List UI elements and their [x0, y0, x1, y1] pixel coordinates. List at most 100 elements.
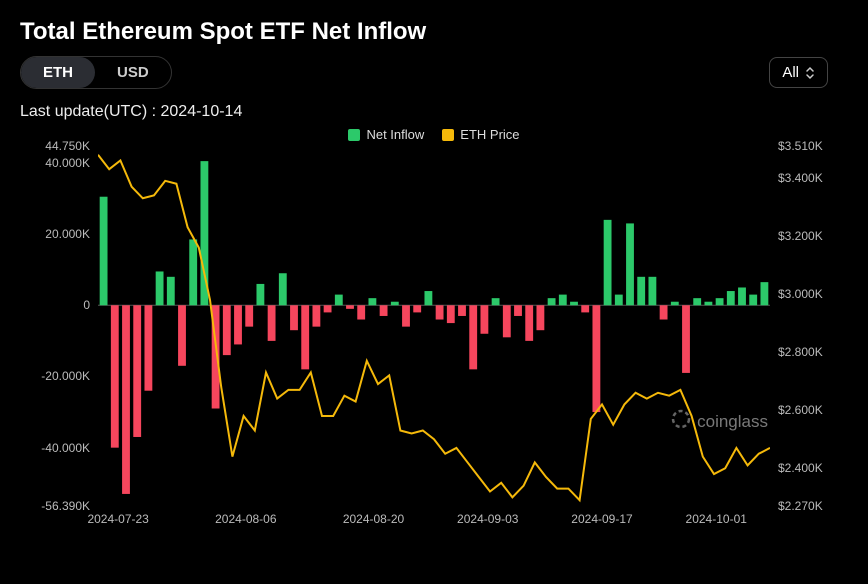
- bar: [324, 305, 332, 312]
- x-tick: 2024-08-06: [215, 512, 276, 526]
- last-update: Last update(UTC) : 2024-10-14: [0, 97, 868, 121]
- bar: [256, 284, 264, 305]
- bar: [492, 298, 500, 305]
- bar: [503, 305, 511, 337]
- bar: [604, 220, 612, 305]
- x-tick: 2024-09-17: [571, 512, 632, 526]
- y-right-tick: $3.200K: [778, 229, 848, 243]
- x-axis: 2024-07-232024-08-062024-08-202024-09-03…: [98, 506, 770, 536]
- bar: [346, 305, 354, 309]
- y-right-tick: $2.800K: [778, 345, 848, 359]
- bar: [480, 305, 488, 333]
- coinglass-icon: [671, 409, 691, 434]
- bar: [144, 305, 152, 390]
- bar: [514, 305, 522, 316]
- chevron-updown-icon: [805, 66, 815, 80]
- y-axis-left: -56.390K-40.000K-20.000K020.000K40.000K4…: [20, 146, 90, 506]
- y-right-tick: $3.400K: [778, 171, 848, 185]
- legend-label-eth-price: ETH Price: [460, 127, 519, 142]
- y-axis-right: $2.270K$2.400K$2.600K$2.800K$3.000K$3.20…: [778, 146, 848, 506]
- bar: [704, 302, 712, 306]
- y-right-tick: $2.400K: [778, 461, 848, 475]
- y-left-tick: -56.390K: [20, 499, 90, 513]
- bar: [290, 305, 298, 330]
- eth-price-line: [98, 155, 770, 500]
- watermark: coinglass: [671, 409, 768, 434]
- bar: [738, 287, 746, 305]
- bar: [234, 305, 242, 344]
- bar: [559, 295, 567, 306]
- currency-eth[interactable]: ETH: [21, 57, 95, 88]
- y-left-tick: 44.750K: [20, 139, 90, 153]
- swatch-eth-price: [442, 129, 454, 141]
- bar: [402, 305, 410, 326]
- bar: [592, 305, 600, 412]
- bar: [648, 277, 656, 305]
- y-left-tick: 0: [20, 298, 90, 312]
- y-left-tick: 40.000K: [20, 156, 90, 170]
- plot-area: [98, 146, 770, 506]
- bar: [536, 305, 544, 330]
- legend-net-inflow[interactable]: Net Inflow: [348, 127, 424, 142]
- legend-label-net-inflow: Net Inflow: [366, 127, 424, 142]
- x-tick: 2024-07-23: [87, 512, 148, 526]
- x-tick: 2024-09-03: [457, 512, 518, 526]
- y-right-tick: $3.000K: [778, 287, 848, 301]
- chart-svg: [98, 146, 770, 506]
- y-right-tick: $2.270K: [778, 499, 848, 513]
- bar: [424, 291, 432, 305]
- bar: [133, 305, 141, 437]
- swatch-net-inflow: [348, 129, 360, 141]
- watermark-text: coinglass: [697, 412, 768, 432]
- bar: [189, 239, 197, 305]
- bar: [671, 302, 679, 306]
- y-left-tick: -20.000K: [20, 369, 90, 383]
- bar: [548, 298, 556, 305]
- bar: [391, 302, 399, 306]
- bar: [626, 223, 634, 305]
- bar: [615, 295, 623, 306]
- bar: [447, 305, 455, 323]
- page-title: Total Ethereum Spot ETF Net Inflow: [20, 18, 848, 46]
- bar: [716, 298, 724, 305]
- chart: -56.390K-40.000K-20.000K020.000K40.000K4…: [20, 146, 848, 536]
- bar: [223, 305, 231, 355]
- bar: [268, 305, 276, 341]
- y-left-tick: 20.000K: [20, 227, 90, 241]
- bar: [660, 305, 668, 319]
- bar: [581, 305, 589, 312]
- bar: [301, 305, 309, 369]
- bar: [312, 305, 320, 326]
- bar: [413, 305, 421, 312]
- bar: [458, 305, 466, 316]
- y-right-tick: $3.510K: [778, 139, 848, 153]
- currency-usd[interactable]: USD: [95, 57, 171, 88]
- period-label: All: [782, 64, 799, 81]
- bar: [178, 305, 186, 366]
- chart-legend: Net Inflow ETH Price: [0, 127, 868, 142]
- bar: [469, 305, 477, 369]
- bar: [693, 298, 701, 305]
- bar: [245, 305, 253, 326]
- bar: [279, 273, 287, 305]
- bar: [122, 305, 130, 494]
- bar: [100, 197, 108, 306]
- bar: [380, 305, 388, 316]
- y-right-tick: $2.600K: [778, 403, 848, 417]
- x-tick: 2024-10-01: [686, 512, 747, 526]
- currency-toggle[interactable]: ETH USD: [20, 56, 172, 89]
- bar: [727, 291, 735, 305]
- bar: [436, 305, 444, 319]
- bar: [570, 302, 578, 306]
- bar: [749, 295, 757, 306]
- bar: [111, 305, 119, 447]
- bar: [682, 305, 690, 373]
- legend-eth-price[interactable]: ETH Price: [442, 127, 519, 142]
- bar: [335, 295, 343, 306]
- bar: [368, 298, 376, 305]
- period-selector[interactable]: All: [769, 57, 828, 88]
- bar: [156, 271, 164, 305]
- bar: [167, 277, 175, 305]
- y-left-tick: -40.000K: [20, 441, 90, 455]
- bar: [357, 305, 365, 319]
